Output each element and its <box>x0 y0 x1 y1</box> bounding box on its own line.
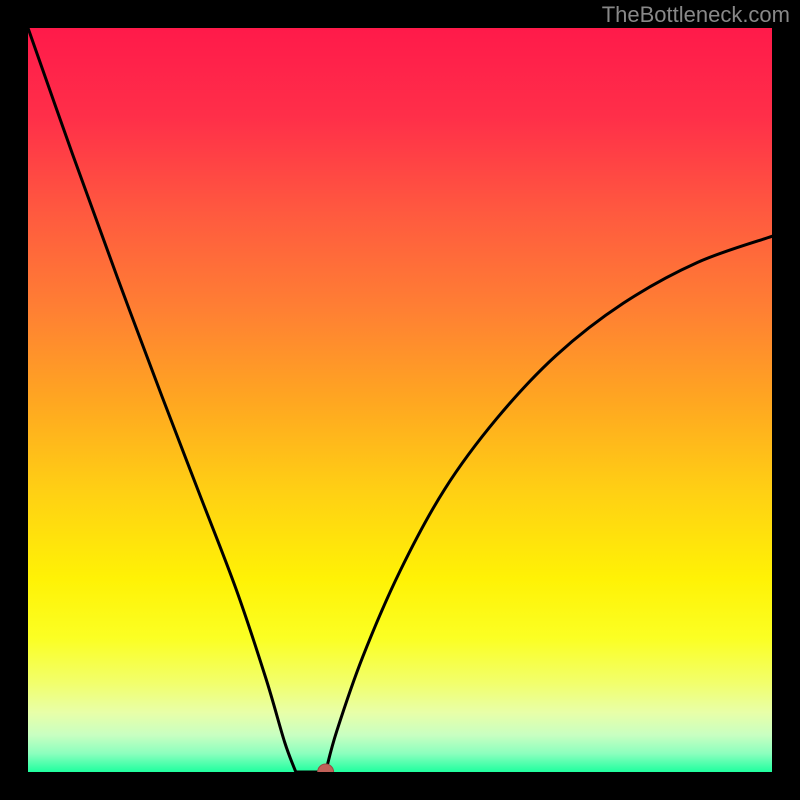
bottleneck-curve <box>28 28 772 772</box>
plot-area <box>28 28 772 772</box>
chart-container: TheBottleneck.com <box>0 0 800 800</box>
watermark-text: TheBottleneck.com <box>602 2 790 28</box>
trough-marker <box>318 764 334 772</box>
curve-layer <box>28 28 772 772</box>
